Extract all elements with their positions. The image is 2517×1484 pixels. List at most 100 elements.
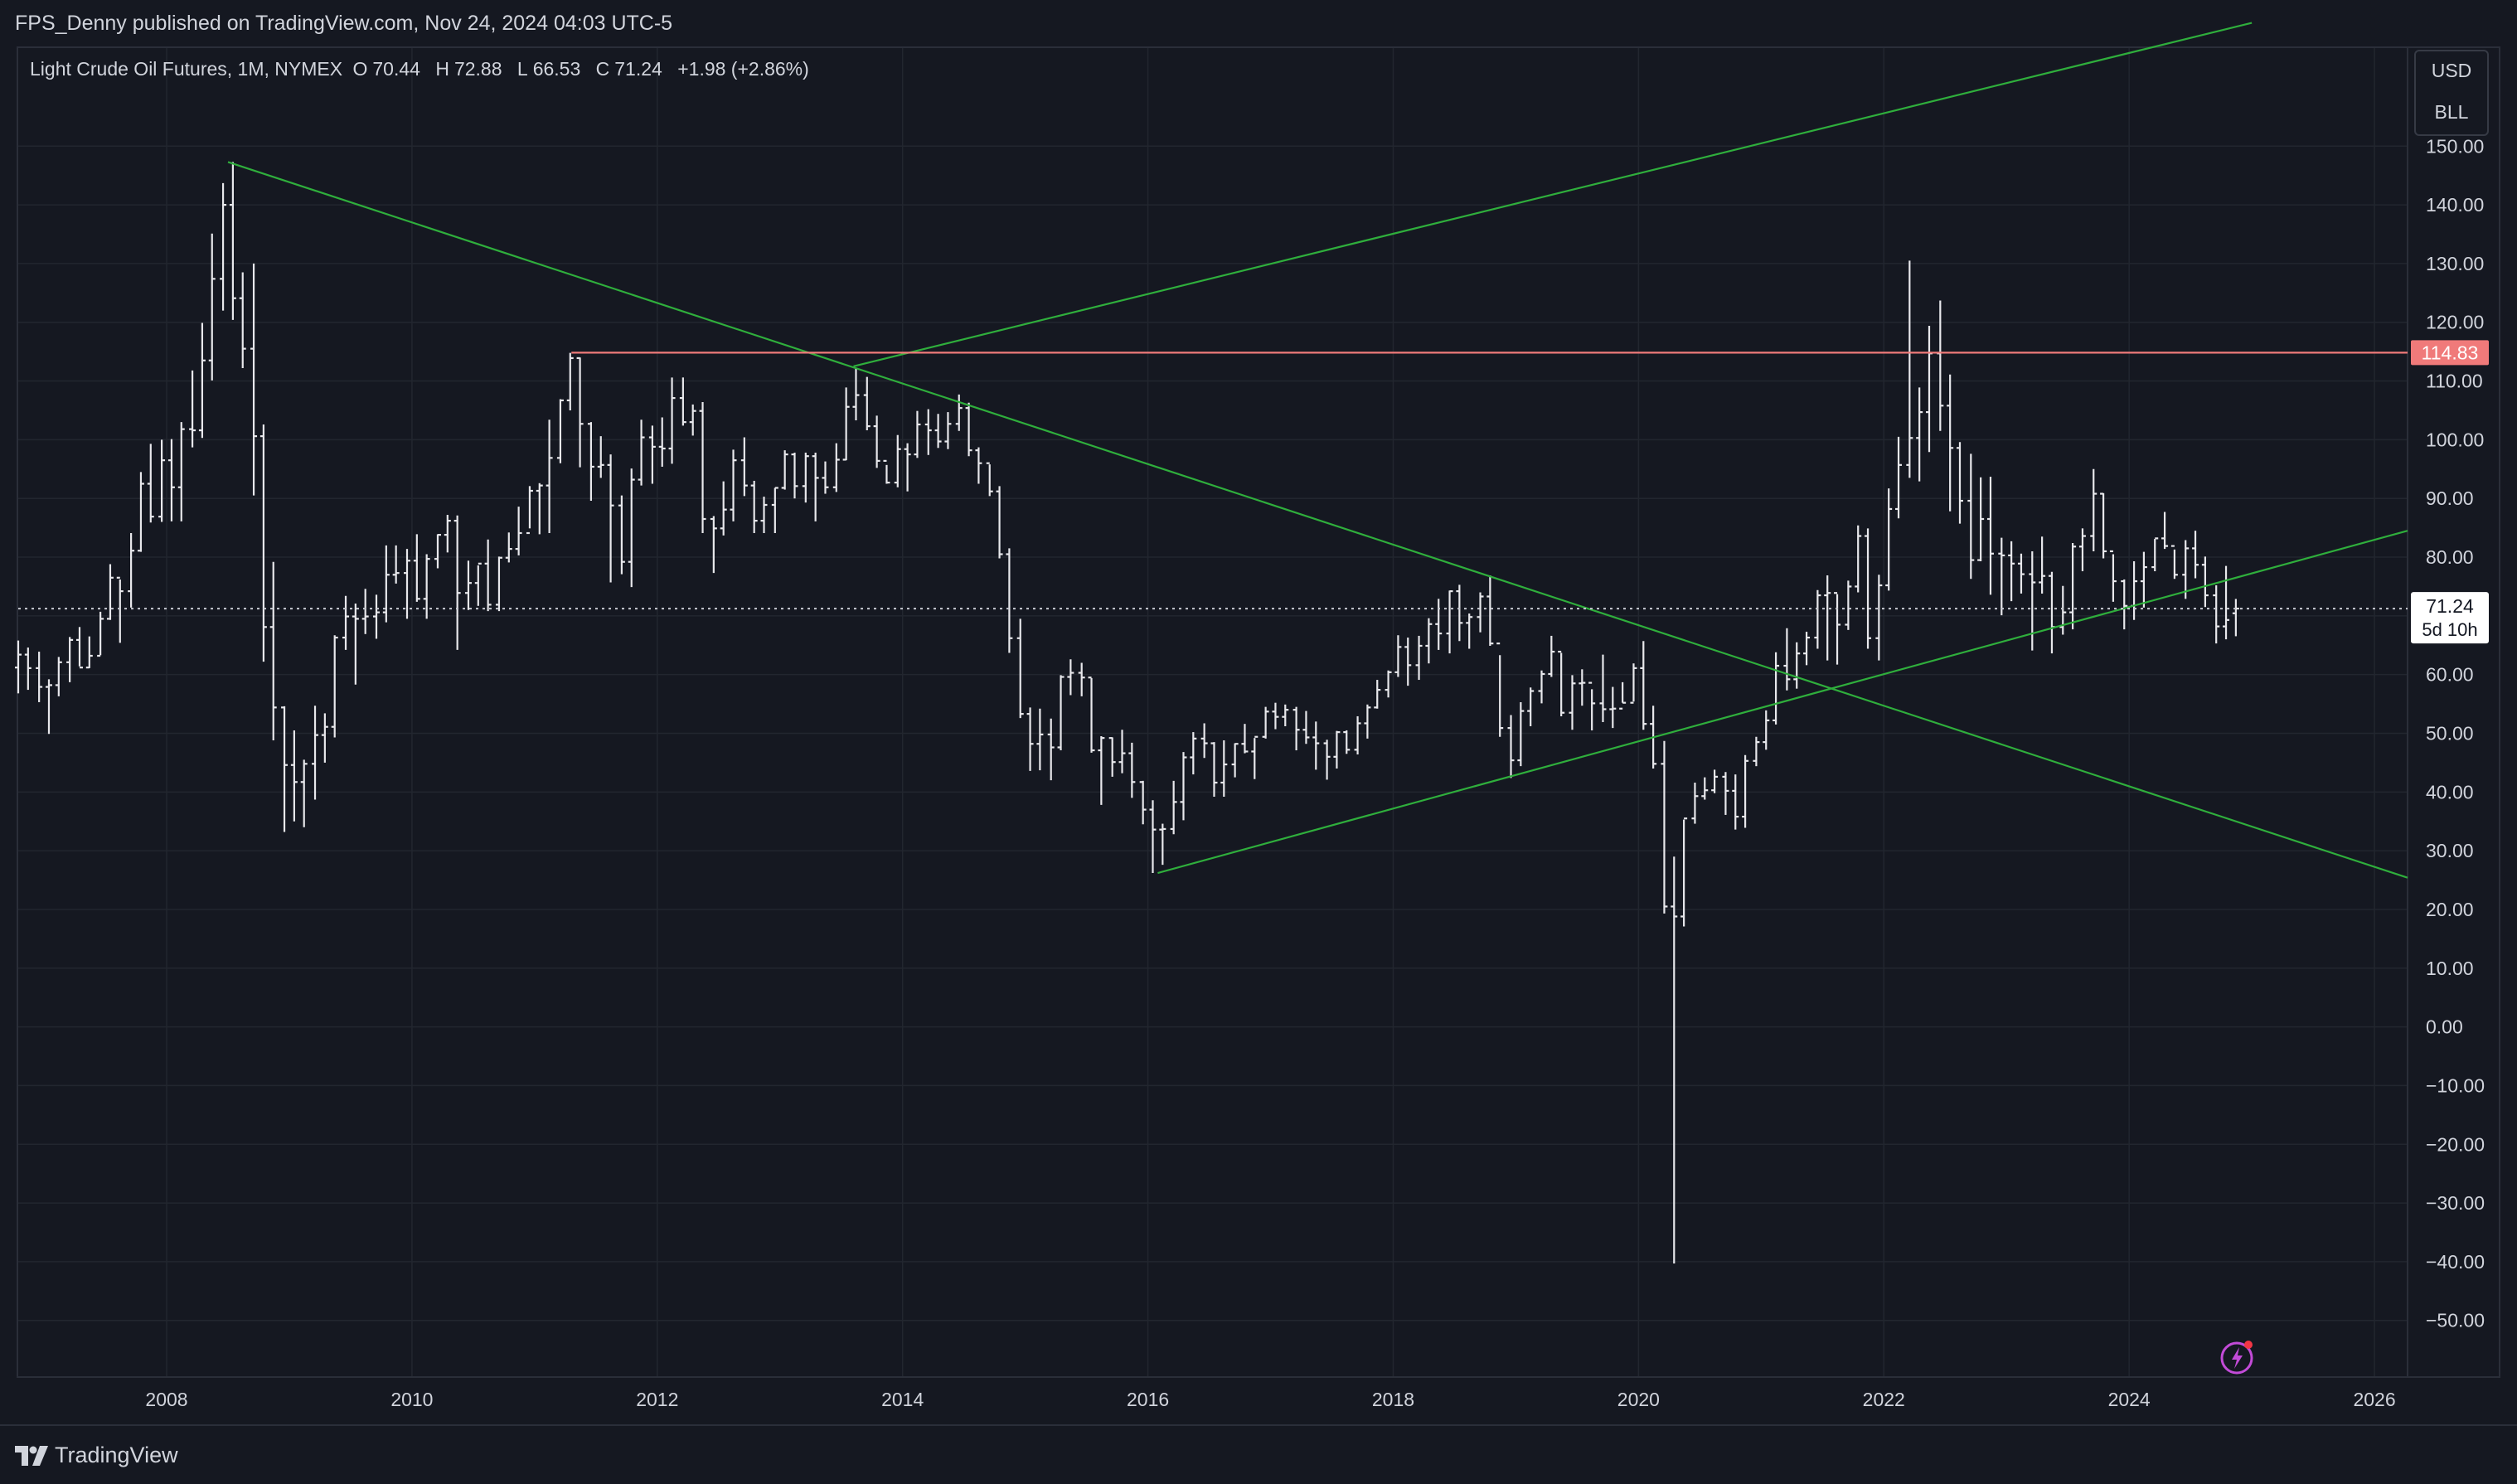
ohlc-bar xyxy=(1282,704,1289,726)
ohlc-bar xyxy=(587,422,594,502)
ohlc-bar xyxy=(873,415,880,468)
ohlc-bar xyxy=(413,534,420,602)
ohlc-bar xyxy=(423,554,430,619)
ohlc-bar xyxy=(2151,537,2159,572)
ohlc-bar xyxy=(1824,575,1831,661)
ohlc-bar xyxy=(1047,718,1055,781)
ohlc-bar xyxy=(802,452,809,503)
unit-selector[interactable]: USD BLL xyxy=(2414,50,2489,136)
chart-frame[interactable] xyxy=(17,46,2500,1378)
ohlc-bar xyxy=(1118,730,1126,774)
ohlc-bar xyxy=(883,459,890,484)
ohlc-bar xyxy=(1486,575,1494,646)
ohlc-bar xyxy=(2059,585,2067,635)
price-chart[interactable]: 150.00 140.00 130.00 120.00 110.00 100.00 90.0… xyxy=(0,0,2517,1424)
ohlc-bar xyxy=(1753,736,1760,767)
ohlc-bar xyxy=(495,556,502,612)
x-tick-label: 2018 xyxy=(1372,1389,1414,1410)
close-value: 71.24 xyxy=(614,58,662,80)
ohlc-bar xyxy=(2161,512,2169,550)
ohlc-bar xyxy=(924,409,932,455)
trendline[interactable] xyxy=(1157,530,2408,875)
x-tick-label: 2014 xyxy=(881,1389,924,1410)
ohlc-bar xyxy=(1895,436,1903,519)
ohlc-bar xyxy=(1312,721,1320,770)
ohlc-bar xyxy=(1241,724,1249,754)
ohlc-bar xyxy=(781,450,788,490)
ohlc-bar xyxy=(566,352,574,410)
ohlc-bar xyxy=(106,564,114,620)
y-tick-label: −20.00 xyxy=(2426,1133,2485,1155)
ohlc-bar xyxy=(464,560,472,610)
y-tick-label: 150.00 xyxy=(2426,135,2484,157)
ohlc-bar xyxy=(1701,777,1709,800)
ohlc-bar xyxy=(229,162,236,320)
y-tick-label: 100.00 xyxy=(2426,429,2484,450)
ohlc-bar xyxy=(1364,704,1371,739)
ohlc-bar xyxy=(1231,743,1239,778)
high-value: 72.88 xyxy=(453,58,502,80)
trendline[interactable] xyxy=(853,22,2253,367)
trendline[interactable] xyxy=(227,161,2408,879)
last-price-label-box xyxy=(2411,592,2489,644)
ohlc-bar xyxy=(597,436,604,478)
ohlc-bar xyxy=(1272,702,1279,730)
lightning-icon[interactable] xyxy=(2219,1336,2258,1376)
y-tick-label: 60.00 xyxy=(2426,664,2474,686)
measure-unit-label[interactable]: BLL xyxy=(2434,101,2469,123)
ohlc-bar xyxy=(1078,662,1085,696)
ohlc-bar xyxy=(1680,817,1688,927)
ohlc-bar xyxy=(1292,706,1300,751)
y-tick-label: 40.00 xyxy=(2426,781,2474,803)
ohlc-bar xyxy=(1661,740,1668,914)
tradingview-logo-icon[interactable] xyxy=(15,1444,50,1467)
ohlc-bar xyxy=(484,539,492,612)
ohlc-bar xyxy=(822,461,829,494)
ohlc-bar xyxy=(536,483,543,535)
currency-label[interactable]: USD xyxy=(2431,60,2472,81)
y-tick-label: −40.00 xyxy=(2426,1251,2485,1273)
ohlc-bar xyxy=(1159,823,1166,866)
ohlc-bar xyxy=(1098,736,1105,805)
ohlc-bar xyxy=(85,636,93,669)
ohlc-bar xyxy=(45,679,52,735)
ohlc-bar xyxy=(1599,654,1607,723)
y-tick-label: 80.00 xyxy=(2426,546,2474,568)
ohlc-bar xyxy=(944,412,952,449)
ohlc-bar xyxy=(760,497,768,533)
high-key: H xyxy=(435,58,449,80)
ohlc-bar xyxy=(1026,707,1034,771)
ohlc-bar xyxy=(128,532,135,608)
ohlc-bar xyxy=(1793,642,1801,689)
ohlc-bar xyxy=(239,272,246,368)
y-tick-label: −10.00 xyxy=(2426,1074,2485,1096)
ohlc-bar xyxy=(2192,531,2199,579)
y-tick-label: 110.00 xyxy=(2426,371,2483,392)
publisher-line: FPS_Denny published on TradingView.com, … xyxy=(15,12,673,35)
ohlc-bar xyxy=(1906,260,1913,478)
x-tick-label: 2026 xyxy=(2353,1389,2395,1410)
ohlc-bar xyxy=(55,657,62,696)
ohlc-bar xyxy=(97,611,104,657)
ohlc-bar xyxy=(832,443,840,492)
x-tick-label: 2022 xyxy=(1863,1389,1905,1410)
symbol-name: Light Crude Oil Futures, 1M, NYMEX xyxy=(30,58,343,80)
symbol-legend[interactable]: Light Crude Oil Futures, 1M, NYMEX O 70.4… xyxy=(30,58,814,80)
y-tick-label: 130.00 xyxy=(2426,253,2484,274)
ohlc-bar xyxy=(1977,477,1985,561)
ohlc-bar xyxy=(403,549,410,619)
resistance-label-box xyxy=(2411,340,2489,366)
ohlc-bar xyxy=(618,495,625,575)
open-value: 70.44 xyxy=(372,58,420,80)
ohlc-bar xyxy=(137,472,144,552)
ohlc-bar xyxy=(526,486,533,535)
ohlc-bar xyxy=(648,425,656,484)
ohlc-bar xyxy=(1783,628,1791,691)
ohlc-bar xyxy=(208,233,216,381)
ohlc-bar xyxy=(812,452,819,521)
ohlc-bar xyxy=(177,422,185,521)
ohlc-bar xyxy=(250,263,258,496)
ohlc-bar xyxy=(434,534,441,569)
ohlc-bar xyxy=(1067,659,1074,696)
